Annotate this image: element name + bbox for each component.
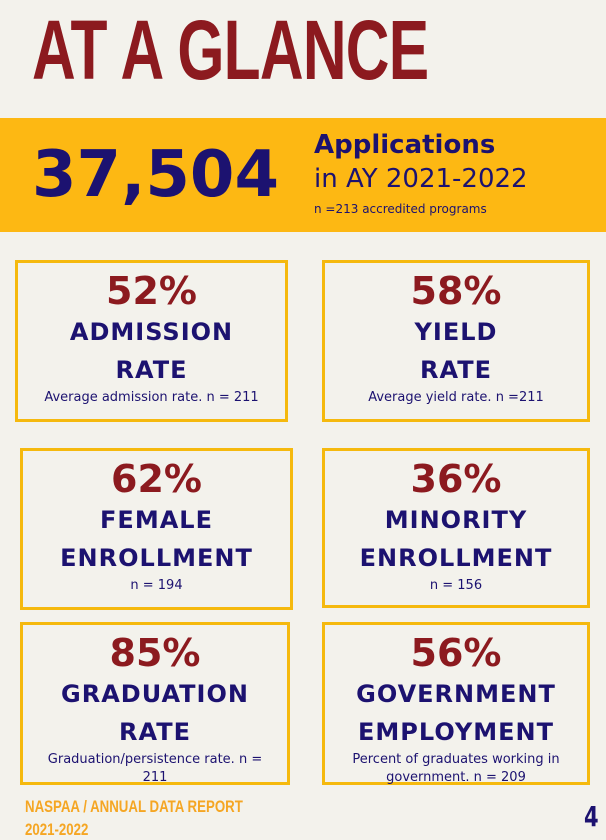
page-number: 4	[584, 800, 599, 833]
stat-card: 85% GRADUATION RATE Graduation/persistence …	[20, 622, 290, 785]
stat-note: Percent of graduates working in governme…	[352, 752, 560, 785]
stat-label: EMPLOYMENT	[358, 718, 554, 746]
stat-note: n = 194	[130, 578, 183, 593]
stat-note: n = 156	[429, 578, 483, 593]
banner-subheading: in AY 2021-2022	[314, 164, 528, 194]
stat-value: 56%	[410, 631, 502, 675]
stat-label: FEMALE	[100, 506, 213, 534]
stat-card: 58% YIELD RATE Average yield rate. n =211	[322, 260, 590, 422]
stat-label: ENROLLMENT	[359, 544, 553, 572]
stat-value: 85%	[109, 631, 201, 675]
stat-label: YIELD	[414, 318, 498, 346]
stat-label: ADMISSION	[69, 318, 234, 346]
banner-heading: Applications	[314, 130, 496, 160]
stat-card: 62% FEMALE ENROLLMENT n = 194	[20, 448, 293, 610]
stat-label: GRADUATION	[61, 680, 249, 708]
stat-label: GOVERNMENT	[356, 680, 556, 708]
stat-label: RATE	[119, 718, 191, 746]
stat-card: 56% GOVERNMENT EMPLOYMENT Percent of gradua…	[322, 622, 590, 785]
banner-number: 37,504	[32, 138, 279, 212]
stat-note: Average yield rate. n =211	[368, 390, 544, 405]
footer-report: NASPAA / ANNUAL DATA REPORT	[25, 797, 243, 816]
stat-label: RATE	[420, 356, 492, 384]
stat-label: MINORITY	[384, 506, 528, 534]
stat-note: Graduation/persistence rate. n = 211	[47, 752, 263, 785]
stat-value: 52%	[106, 269, 197, 313]
stat-label: ENROLLMENT	[60, 544, 253, 572]
footer-year: 2021-2022	[25, 820, 89, 839]
stat-card: 36% MINORITY ENROLLMENT n = 156	[322, 448, 590, 608]
banner: 37,504 Applications in AY 2021-2022 n =2…	[0, 118, 606, 232]
stat-label: RATE	[115, 356, 188, 384]
stat-note: Average admission rate. n = 211	[44, 390, 259, 405]
stat-value: 36%	[410, 457, 502, 501]
stat-value: 58%	[410, 269, 502, 313]
page-title: AT A GLANCE	[32, 3, 429, 97]
stat-card: 52% ADMISSION RATE Average admission rate. …	[15, 260, 288, 422]
banner-note: n =213 accredited programs	[314, 202, 487, 216]
stat-value: 62%	[111, 457, 202, 501]
